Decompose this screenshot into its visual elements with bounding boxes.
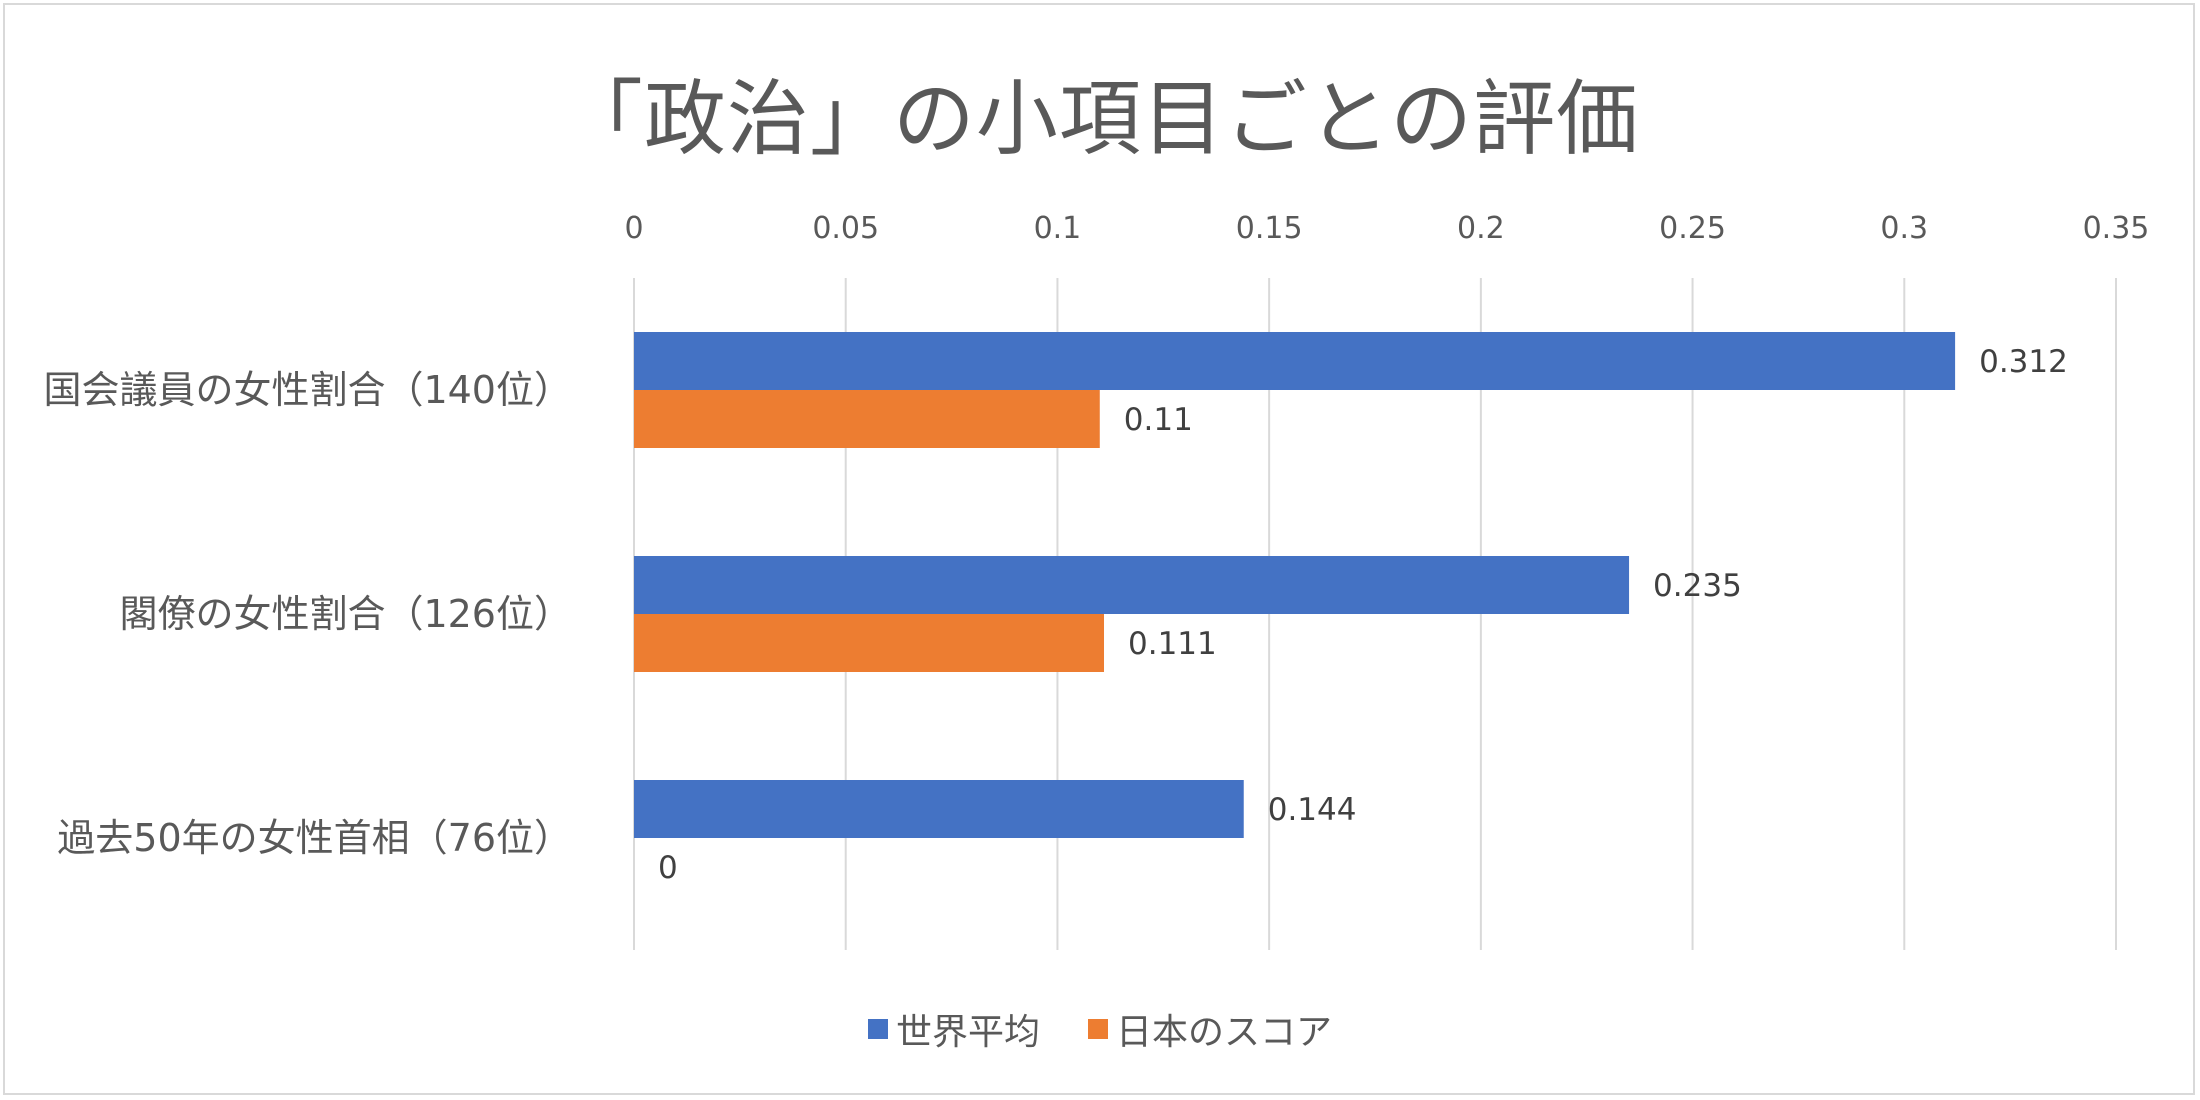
data-label: 0.312 bbox=[1979, 344, 2068, 380]
bar-world-average bbox=[634, 556, 1630, 614]
x-tick-label: 0.15 bbox=[1236, 211, 1303, 246]
bar-world-average bbox=[634, 332, 1956, 390]
legend-item-world-average: 世界平均 bbox=[867, 1003, 1040, 1055]
chart-title: 「政治」の小項目ごとの評価 bbox=[560, 72, 1640, 167]
x-tick-label: 0 bbox=[624, 211, 643, 246]
x-tick-label: 0.25 bbox=[1659, 211, 1726, 246]
data-label: 0.111 bbox=[1128, 626, 1217, 662]
x-tick-label: 0.3 bbox=[1880, 211, 1928, 246]
category-label: 国会議員の女性割合（140位） bbox=[43, 368, 572, 412]
x-tick-label: 0.05 bbox=[812, 211, 879, 246]
bar-world-average bbox=[634, 780, 1244, 838]
legend-swatch-world-average bbox=[867, 1019, 888, 1039]
legend-label-japan-score: 日本のスコア bbox=[1116, 1012, 1333, 1053]
data-label: 0 bbox=[658, 850, 678, 886]
category-label: 閣僚の女性割合（126位） bbox=[119, 592, 572, 636]
bar-japan-score bbox=[634, 614, 1105, 672]
x-tick-label: 0.35 bbox=[2083, 211, 2150, 246]
category-label: 過去50年の女性首相（76位） bbox=[57, 816, 572, 860]
legend: 世界平均 日本のスコア bbox=[0, 1003, 2200, 1055]
data-label: 0.144 bbox=[1268, 792, 1357, 828]
data-label: 0.11 bbox=[1124, 402, 1193, 438]
data-label: 0.235 bbox=[1653, 568, 1742, 604]
chart-frame bbox=[3, 3, 2195, 1095]
legend-item-japan-score: 日本のスコア bbox=[1088, 1003, 1332, 1055]
legend-label-world-average: 世界平均 bbox=[895, 1012, 1040, 1053]
x-tick-label: 0.1 bbox=[1034, 211, 1082, 246]
legend-swatch-japan-score bbox=[1088, 1019, 1108, 1039]
bar-japan-score bbox=[634, 390, 1100, 448]
x-tick-label: 0.2 bbox=[1457, 211, 1505, 246]
